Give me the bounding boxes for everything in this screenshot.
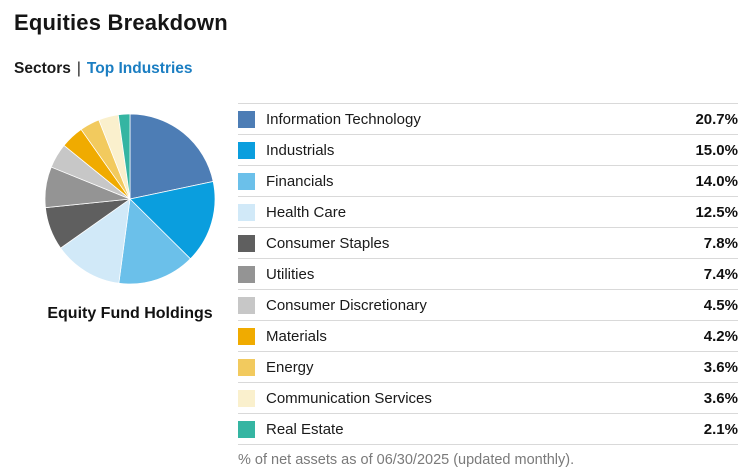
- legend-label: Communication Services: [266, 389, 432, 407]
- pie-slice-real-estate[interactable]: [117, 113, 131, 200]
- pie-slice-health-care[interactable]: [60, 198, 131, 284]
- pie-slice-information-technology[interactable]: [129, 113, 214, 200]
- legend-label: Materials: [266, 327, 327, 345]
- legend-swatch-utilities: [238, 265, 255, 283]
- legend-swatch-real-estate: [238, 420, 255, 438]
- legend-value: 4.2%: [703, 327, 738, 345]
- legend-value: 7.8%: [703, 234, 738, 252]
- legend-swatch-energy: [238, 358, 255, 376]
- legend-row-utilities: Utilities 7.4%: [238, 259, 738, 290]
- legend-label: Consumer Discretionary: [266, 296, 427, 314]
- pie-slice-industrials[interactable]: [129, 181, 216, 260]
- legend-value: 7.4%: [703, 265, 738, 283]
- legend-value: 4.5%: [703, 296, 738, 314]
- legend-label: Consumer Staples: [266, 234, 390, 252]
- legend-label: Industrials: [266, 141, 335, 159]
- legend-row-financials: Financials 14.0%: [238, 166, 738, 197]
- legend-column: Information Technology 20.7% Industrials 15…: [238, 103, 738, 468]
- legend-row-real-estate: Real Estate 2.1%: [238, 414, 738, 445]
- legend-swatch-consumer-staples: [238, 234, 255, 252]
- legend-row-health-care: Health Care 12.5%: [238, 197, 738, 228]
- legend-value: 14.0%: [695, 172, 738, 190]
- legend-label: Utilities: [266, 265, 315, 283]
- pie-chart: [44, 113, 216, 285]
- legend-row-communication-services: Communication Services 3.6%: [238, 383, 738, 414]
- tab-top-industries[interactable]: Top Industries: [86, 60, 193, 77]
- pie-slice-financials[interactable]: [118, 198, 191, 285]
- tab-separator: |: [76, 60, 81, 77]
- legend-swatch-financials: [238, 172, 255, 190]
- legend-label: Energy: [266, 358, 314, 376]
- legend-swatch-industrials: [238, 141, 255, 159]
- legend-row-materials: Materials 4.2%: [238, 321, 738, 352]
- tab-sectors[interactable]: Sectors: [14, 60, 71, 77]
- legend-value: 3.6%: [703, 358, 738, 376]
- legend-value: 20.7%: [695, 110, 738, 128]
- legend-table: Information Technology 20.7% Industrials 15…: [238, 103, 738, 445]
- legend-row-information-technology: Information Technology 20.7%: [238, 104, 738, 135]
- footnote: % of net assets as of 06/30/2025 (update…: [238, 452, 575, 468]
- legend-swatch-health-care: [238, 203, 255, 221]
- legend-value: 12.5%: [695, 203, 738, 221]
- legend-row-consumer-staples: Consumer Staples 7.8%: [238, 228, 738, 259]
- legend-row-consumer-discretionary: Consumer Discretionary 4.5%: [238, 290, 738, 321]
- chart-content: Equity Fund Holdings Information Technol…: [14, 103, 738, 468]
- view-tabs: Sectors | Top Industries: [14, 60, 738, 78]
- legend-label: Real Estate: [266, 420, 344, 438]
- legend-swatch-communication-services: [238, 389, 255, 407]
- page-title: Equities Breakdown: [14, 10, 228, 35]
- legend-label: Financials: [266, 172, 334, 190]
- legend-swatch-materials: [238, 327, 255, 345]
- legend-label: Information Technology: [266, 110, 421, 128]
- pie-caption: Equity Fund Holdings: [47, 305, 213, 322]
- legend-row-energy: Energy 3.6%: [238, 352, 738, 383]
- pie-column: Equity Fund Holdings: [14, 103, 238, 323]
- legend-value: 3.6%: [703, 389, 738, 407]
- legend-label: Health Care: [266, 203, 347, 221]
- legend-row-industrials: Industrials 15.0%: [238, 135, 738, 166]
- legend-value: 2.1%: [703, 420, 738, 438]
- legend-value: 15.0%: [695, 141, 738, 159]
- pie-chart-svg: [44, 113, 216, 285]
- legend-swatch-information-technology: [238, 110, 255, 128]
- legend-swatch-consumer-discretionary: [238, 296, 255, 314]
